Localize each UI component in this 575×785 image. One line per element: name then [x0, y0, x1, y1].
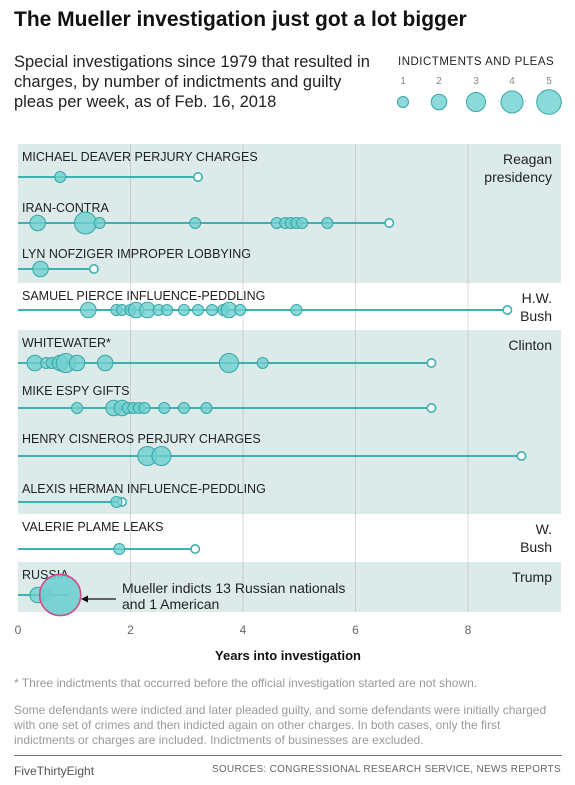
end-marker [426, 402, 437, 413]
event-dot [321, 217, 334, 229]
legend-size-label: 3 [473, 76, 479, 87]
end-marker [502, 304, 513, 315]
chart-title: The Mueller investigation just got a lot… [14, 8, 467, 31]
event-dot [138, 402, 151, 414]
end-marker [88, 263, 99, 274]
presidency-band [18, 144, 561, 283]
x-tick-label: 4 [240, 623, 247, 637]
investigation-name: HENRY CISNEROS PERJURY CHARGES [22, 432, 261, 446]
end-marker [516, 450, 527, 461]
investigation-name: MICHAEL DEAVER PERJURY CHARGES [22, 150, 258, 164]
x-tick-label: 2 [127, 623, 134, 637]
investigation-row: VALERIE PLAME LEAKS [18, 520, 201, 555]
investigation-row: IRAN-CONTRA [18, 201, 395, 235]
x-tick-label: 0 [15, 623, 22, 637]
legend-bubble [500, 90, 524, 114]
legend-bubble [430, 93, 448, 111]
event-dot [206, 304, 219, 316]
presidency-band [18, 562, 561, 612]
event-dot [96, 354, 114, 372]
event-dot [71, 402, 84, 414]
legend-bubble [465, 91, 487, 113]
legend-bubble [536, 89, 562, 115]
brand-name: FiveThirtyEight [14, 764, 95, 778]
presidency-band [18, 283, 561, 330]
event-dot [256, 357, 269, 369]
event-dot [177, 304, 190, 316]
size-legend: 1 2 3 4 5 [397, 76, 562, 115]
event-dot [296, 217, 309, 229]
event-dot [158, 402, 171, 414]
event-dot [54, 171, 67, 183]
event-dot [93, 217, 106, 229]
end-marker [193, 172, 204, 183]
presidency-label: Reagan presidency [484, 151, 552, 185]
investigation-row: WHITEWATER* [18, 336, 437, 374]
presidency-band [18, 514, 561, 562]
annotation-text: Mueller indicts 13 Russian nationals and … [122, 580, 345, 612]
investigation-name: WHITEWATER* [22, 336, 111, 350]
event-dot [113, 543, 126, 555]
presidency-label: W. Bush [520, 521, 552, 555]
investigation-name: LYN NOFZIGER IMPROPER LOBBYING [22, 247, 251, 261]
legend-size-label: 4 [509, 76, 515, 87]
investigation-row: LYN NOFZIGER IMPROPER LOBBYING [18, 247, 251, 278]
event-dot [200, 402, 213, 414]
footnote: * Three indictments that occurred before… [14, 676, 478, 690]
presidency-label: H.W. Bush [520, 290, 552, 324]
event-dot [80, 301, 97, 319]
legend-bubble [397, 96, 409, 108]
end-marker [384, 218, 395, 229]
event-dot [218, 352, 239, 374]
end-marker [190, 543, 201, 554]
event-dot [68, 354, 86, 372]
x-tick-label: 8 [465, 623, 472, 637]
event-dot [74, 211, 97, 235]
end-marker [426, 357, 437, 368]
legend-title: INDICTMENTS AND PLEAS [398, 56, 555, 68]
investigation-name: SAMUEL PIERCE INFLUENCE-PEDDLING [22, 289, 265, 303]
investigation-row: SAMUEL PIERCE INFLUENCE-PEDDLING [18, 289, 513, 319]
investigation-name: VALERIE PLAME LEAKS [22, 520, 164, 534]
event-dot [32, 260, 49, 278]
event-dot [29, 214, 46, 232]
chart-subtitle: Special investigations since 1979 that r… [14, 53, 370, 111]
method-note: Some defendants were indicted and later … [14, 703, 547, 747]
event-dot [192, 304, 204, 316]
event-dot [290, 304, 303, 316]
x-tick-label: 6 [352, 623, 359, 637]
legend-size-label: 5 [546, 76, 552, 87]
investigation-row: MICHAEL DEAVER PERJURY CHARGES [18, 150, 258, 183]
investigation-row: ALEXIS HERMAN INFLUENCE-PEDDLING [18, 482, 266, 508]
x-axis-label: Years into investigation [215, 648, 361, 663]
investigation-row: MIKE ESPY GIFTS [18, 384, 437, 417]
footer-divider [14, 755, 562, 756]
investigation-row: HENRY CISNEROS PERJURY CHARGES [18, 432, 527, 467]
investigation-name: IRAN-CONTRA [22, 201, 109, 215]
chart-plot: Reagan presidency H.W. Bush Clinton W. Bush Tru… [15, 144, 561, 663]
sources-credit: SOURCES: CONGRESSIONAL RESEARCH SERVICE,… [211, 764, 561, 775]
event-dot [234, 304, 247, 316]
event-dot [151, 445, 172, 467]
event-dot [38, 573, 82, 617]
presidency-label: Trump [512, 569, 552, 585]
event-dot [189, 217, 202, 229]
legend-size-label: 2 [436, 76, 442, 87]
event-dot [177, 402, 190, 414]
presidency-label: Clinton [508, 337, 552, 353]
event-dot [161, 304, 174, 316]
investigation-name: ALEXIS HERMAN INFLUENCE-PEDDLING [22, 482, 266, 496]
event-dot [110, 496, 123, 508]
annotation-arrowhead [81, 595, 88, 603]
legend-size-label: 1 [400, 76, 406, 87]
investigation-name: MIKE ESPY GIFTS [22, 384, 129, 398]
